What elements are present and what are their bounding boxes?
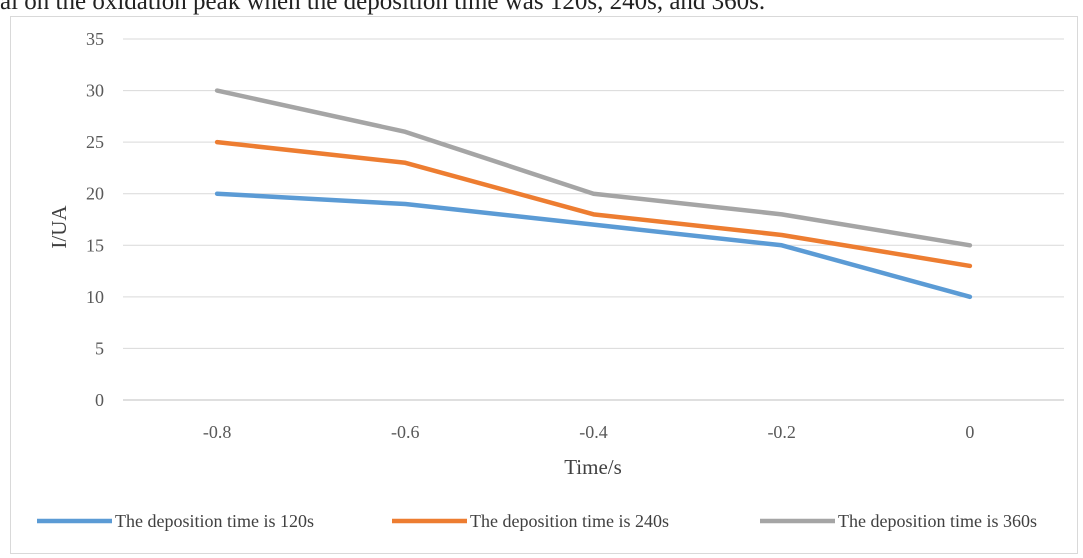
x-tick-label: -0.6	[391, 422, 420, 442]
figure-caption: al on the oxidation peak when the deposi…	[0, 0, 766, 15]
x-axis-title: Time/s	[564, 455, 622, 479]
y-tick-label: 15	[86, 235, 104, 255]
legend-label: The deposition time is 360s	[838, 511, 1037, 531]
series-line	[214, 88, 973, 248]
series-line	[214, 191, 973, 300]
series-lines	[214, 88, 973, 300]
y-tick-label: 10	[86, 287, 104, 307]
legend-label: The deposition time is 120s	[115, 511, 314, 531]
x-axis-ticks: -0.8 -0.6 -0.4 -0.2 0	[203, 422, 975, 442]
y-tick-label: 25	[86, 132, 104, 152]
x-tick-label: 0	[965, 422, 974, 442]
y-axis-title: I/UA	[47, 205, 71, 249]
legend-entry: The deposition time is 240s	[392, 511, 669, 531]
x-tick-label: -0.4	[579, 422, 608, 442]
y-tick-label: 20	[86, 184, 104, 204]
gridlines	[123, 38, 1064, 401]
legend: The deposition time is 120s The depositio…	[37, 511, 1037, 531]
y-axis-ticks: 0 5 10 15 20 25 30 35	[86, 29, 104, 410]
y-tick-label: 5	[95, 338, 104, 358]
y-tick-label: 35	[86, 29, 104, 49]
legend-label: The deposition time is 240s	[470, 511, 669, 531]
x-tick-label: -0.8	[203, 422, 232, 442]
y-tick-label: 0	[95, 390, 104, 410]
chart-border	[10, 16, 1078, 554]
x-tick-label: -0.2	[767, 422, 796, 442]
legend-entry: The deposition time is 360s	[760, 511, 1037, 531]
legend-entry: The deposition time is 120s	[37, 511, 314, 531]
series-line	[214, 139, 973, 269]
y-tick-label: 30	[86, 81, 104, 101]
